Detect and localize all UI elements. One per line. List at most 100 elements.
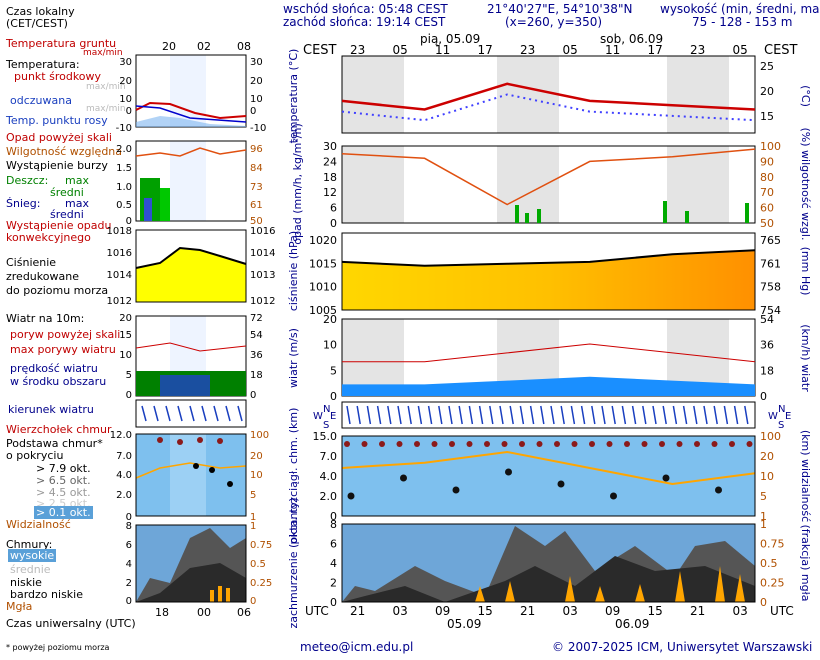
y-tick: 1015 xyxy=(309,257,337,270)
left-press-tick: 1018 xyxy=(107,226,132,237)
wind-dir-arrow xyxy=(570,405,576,425)
left-cb-tick: 4.0 xyxy=(116,470,132,481)
panel-wind-direction xyxy=(341,401,756,429)
panel-label-fog: (frakcja) mgła xyxy=(799,525,812,602)
legend-soil-temp: Temperatura gruntu xyxy=(6,37,117,50)
top-hour-tick: 23 xyxy=(690,43,705,57)
cloud-top-dot xyxy=(379,441,385,447)
wind-dir-arrow xyxy=(713,405,718,425)
bottom-hour-tick: 21 xyxy=(690,604,705,618)
left-cloud-tick: 0 xyxy=(126,596,132,607)
rain-bar xyxy=(745,203,749,223)
elevation-values: 75 - 128 - 153 m xyxy=(692,15,793,29)
wind-dir-arrow xyxy=(509,405,514,425)
y-tick: 70 xyxy=(760,186,774,199)
y-tick: 6 xyxy=(330,538,337,551)
y-tick: 0 xyxy=(330,217,337,230)
y-tick: 15 xyxy=(760,110,774,123)
left-wind-right: 18 xyxy=(250,370,263,381)
legend-cloud-mid: średnie xyxy=(10,563,51,576)
left-temp-tick: 20 xyxy=(119,76,132,87)
legend-fog: Mgła xyxy=(6,600,33,613)
date-label-1: pią, 05.09 xyxy=(420,32,480,46)
compass-e: E xyxy=(330,411,336,422)
left-precip-tick: 2.0 xyxy=(116,144,132,155)
wind-dir-arrow xyxy=(580,405,586,425)
legend-okt01: > 0.1 okt. xyxy=(34,506,93,519)
cloud-top-dot xyxy=(414,441,420,447)
y-tick: 2 xyxy=(330,577,337,590)
rain-bar xyxy=(537,209,541,223)
y-tick: 54 xyxy=(760,313,774,326)
y-tick: 12 xyxy=(323,186,337,199)
compass-right: N W E S xyxy=(768,404,791,431)
y-tick: 0 xyxy=(330,510,337,523)
y-tick: 1005 xyxy=(309,304,337,317)
wind-dir-arrow xyxy=(642,405,647,425)
cloud-top-dot xyxy=(694,441,700,447)
left-precip-tick: 0 xyxy=(126,216,132,227)
left-temp-right: 20 xyxy=(250,76,263,87)
footer-email[interactable]: meteo@icm.edu.pl xyxy=(300,640,414,654)
wind-dir-arrow xyxy=(672,405,678,425)
wind-dir-arrow xyxy=(478,405,484,425)
footer-copyright: © 2007-2025 ICM, Uniwersytet Warszawski xyxy=(552,640,813,654)
left-top-tick: 02 xyxy=(197,40,211,53)
legend-cloud-vlow: bardzo niskie xyxy=(10,588,83,601)
left-wind-tick: 0 xyxy=(126,390,132,401)
left-cloud-tick: 2 xyxy=(126,578,132,589)
left-fog-right: 0.75 xyxy=(250,540,272,551)
y-tick: 4 xyxy=(330,557,337,570)
elevation-title: wysokość (min, średni, max) xyxy=(660,2,820,16)
left-cloud-tick: 4 xyxy=(126,559,132,570)
night-band xyxy=(342,56,404,133)
left-top-tick: 20 xyxy=(162,40,176,53)
bottom-hour-tick: 21 xyxy=(350,604,365,618)
left-cb-tick: 2.0 xyxy=(116,490,132,501)
panel-label-temp: temperatura (°C) xyxy=(287,49,300,144)
wind-dir-arrow xyxy=(499,405,504,425)
legend-local-time: Czas lokalny (CET/CEST) xyxy=(6,5,75,30)
y-tick: 100 xyxy=(760,140,781,153)
left-temp-tick: 30 xyxy=(119,57,132,68)
y-tick: 20 xyxy=(760,450,774,463)
left-press-tick: 1012 xyxy=(107,296,132,307)
cloud-base-dot xyxy=(610,492,617,500)
left-press-right: 1013 xyxy=(250,270,275,281)
left-vis-right: 10 xyxy=(250,470,263,481)
y-tick: 20 xyxy=(760,85,774,98)
cloud-base-dot xyxy=(715,486,722,494)
left-wind-tick: 10 xyxy=(119,350,132,361)
y-tick: 1 xyxy=(760,510,767,523)
wind-dir-arrow xyxy=(591,405,596,425)
wind-dir-arrow xyxy=(397,405,402,425)
wind-dir-arrow xyxy=(652,405,657,425)
wind-dir-arrow xyxy=(519,405,525,425)
left-fog-right: 0 xyxy=(250,596,256,607)
left-press-right: 1016 xyxy=(250,226,275,237)
y-tick: 80 xyxy=(760,171,774,184)
night-band xyxy=(667,146,729,223)
cloud-top-dot xyxy=(361,441,368,447)
wind-dir-arrow xyxy=(693,405,698,425)
cest-label-right: CEST xyxy=(764,43,798,58)
wind-dir-arrow xyxy=(723,405,729,425)
sunset: zachód słońca: 19:14 CEST xyxy=(283,15,446,29)
legend-storm: Wystąpienie burzy xyxy=(6,159,108,172)
wind-dir-arrow xyxy=(346,405,351,425)
y-tick: 25 xyxy=(760,60,774,73)
rain-bar xyxy=(525,213,529,223)
legend-cloud-high: wysokie xyxy=(8,549,57,562)
y-tick: 18 xyxy=(760,364,774,377)
panel-label-press: ciśnienie (hPa) xyxy=(287,231,300,311)
legend-feels-like-sub: max/min xyxy=(86,104,126,114)
cloud-top-dot xyxy=(554,441,560,447)
cloud-top-dot xyxy=(431,441,438,447)
cloud-top-dot xyxy=(449,441,455,447)
y-tick: 0 xyxy=(330,596,337,609)
cloud-base-dot xyxy=(452,486,460,494)
main-meteogram: CEST CEST pią, 05.09 sob, 06.09 23 05 11 17… xyxy=(287,32,812,631)
wind-dir-arrow xyxy=(631,405,637,425)
date-bottom-1: 05.09 xyxy=(447,617,481,631)
y-tick: 0.5 xyxy=(760,557,778,570)
